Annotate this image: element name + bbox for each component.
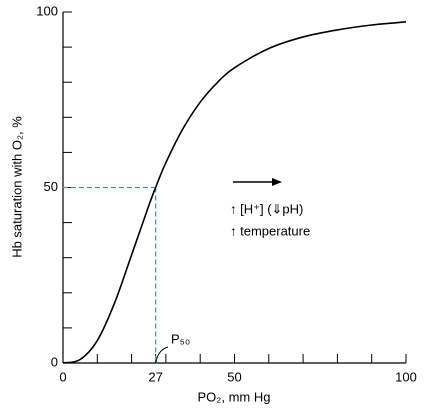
curve	[62, 21, 407, 364]
x-tick-label: 27	[148, 369, 162, 384]
y-tick-label: 100	[36, 3, 58, 18]
shift-arrowhead	[272, 178, 282, 186]
annotation: ↑ temperature	[230, 223, 310, 238]
p50-pointer	[155, 346, 169, 363]
x-tick-label: 100	[395, 369, 417, 384]
x-tick-label: 0	[59, 369, 66, 384]
x-tick-label: 50	[227, 369, 241, 384]
x-axis-label: PO₂, mm Hg	[198, 389, 271, 404]
y-tick-label: 50	[44, 179, 58, 194]
y-tick-label: 0	[51, 354, 58, 369]
annotation: P₅₀	[171, 331, 190, 346]
annotation: ↑ [H⁺] (⇓pH)	[230, 201, 303, 216]
y-axis-label: Hb saturation with O₂, %	[9, 116, 24, 258]
